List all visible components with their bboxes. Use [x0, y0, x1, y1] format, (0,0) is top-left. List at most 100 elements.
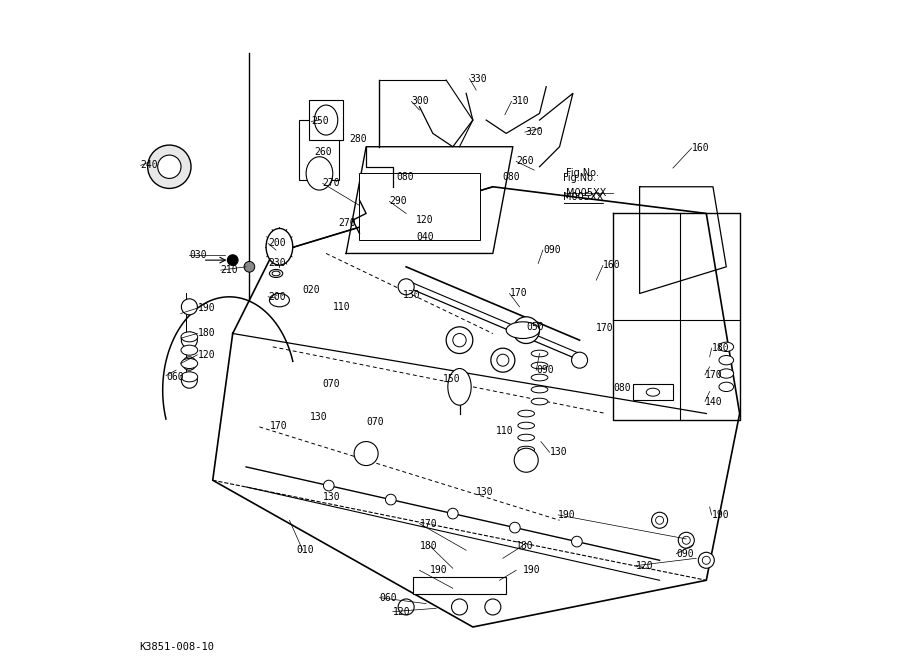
Circle shape — [572, 536, 583, 547]
Text: 250: 250 — [312, 117, 329, 126]
Text: 140: 140 — [705, 397, 722, 406]
Circle shape — [655, 516, 664, 524]
Bar — [633, 384, 673, 400]
Circle shape — [385, 494, 396, 505]
Circle shape — [181, 332, 198, 348]
Text: 170: 170 — [705, 370, 722, 380]
Circle shape — [398, 599, 414, 615]
Ellipse shape — [314, 105, 338, 135]
Text: 110: 110 — [496, 426, 514, 436]
Ellipse shape — [646, 388, 660, 396]
Text: 020: 020 — [302, 285, 321, 295]
Text: 170: 170 — [419, 519, 437, 528]
Ellipse shape — [272, 271, 280, 276]
Text: 080: 080 — [503, 172, 520, 181]
Text: 110: 110 — [333, 302, 350, 311]
Text: 260: 260 — [314, 147, 332, 157]
Circle shape — [491, 348, 515, 372]
Circle shape — [678, 532, 694, 548]
Text: 270: 270 — [323, 179, 340, 188]
Circle shape — [446, 327, 473, 354]
Circle shape — [652, 512, 667, 528]
Text: 280: 280 — [349, 134, 367, 143]
Text: 120: 120 — [392, 607, 411, 616]
Text: 070: 070 — [323, 379, 340, 388]
Circle shape — [181, 372, 198, 388]
Text: 030: 030 — [189, 251, 207, 260]
Ellipse shape — [148, 145, 191, 189]
Circle shape — [513, 317, 539, 344]
Text: 310: 310 — [512, 97, 529, 106]
Ellipse shape — [181, 331, 198, 342]
Text: 170: 170 — [269, 421, 287, 430]
Ellipse shape — [269, 293, 289, 307]
Text: 260: 260 — [516, 157, 534, 166]
Ellipse shape — [306, 157, 333, 190]
Text: 180: 180 — [198, 329, 215, 338]
Text: 240: 240 — [141, 161, 158, 170]
Text: 130: 130 — [550, 448, 567, 457]
Ellipse shape — [448, 369, 471, 405]
Text: M005XX: M005XX — [566, 189, 607, 198]
Text: 090: 090 — [536, 366, 554, 375]
Circle shape — [485, 599, 501, 615]
Bar — [300, 120, 339, 180]
Ellipse shape — [158, 155, 181, 179]
Bar — [413, 577, 506, 594]
Text: 190: 190 — [523, 566, 540, 575]
Text: 160: 160 — [692, 143, 709, 153]
Circle shape — [572, 352, 587, 368]
Text: 190: 190 — [558, 510, 576, 520]
Circle shape — [244, 261, 255, 272]
Ellipse shape — [506, 322, 539, 339]
Text: M005XX: M005XX — [562, 192, 603, 201]
Text: Fig.No.: Fig.No. — [562, 173, 596, 183]
Ellipse shape — [269, 269, 283, 277]
Circle shape — [398, 279, 414, 295]
Text: 270: 270 — [338, 219, 356, 228]
Text: 130: 130 — [403, 290, 420, 299]
Circle shape — [453, 334, 466, 347]
Ellipse shape — [719, 356, 733, 365]
Text: 060: 060 — [166, 372, 184, 382]
Ellipse shape — [518, 434, 535, 441]
Circle shape — [682, 536, 690, 544]
Ellipse shape — [531, 350, 548, 357]
Text: 190: 190 — [429, 566, 448, 575]
Text: 300: 300 — [412, 97, 429, 106]
Circle shape — [323, 480, 335, 491]
Text: 190: 190 — [198, 303, 215, 313]
Ellipse shape — [181, 359, 198, 368]
Circle shape — [702, 556, 710, 564]
Ellipse shape — [518, 446, 535, 453]
Circle shape — [509, 522, 520, 533]
Text: 120: 120 — [198, 350, 215, 360]
Text: 230: 230 — [268, 259, 286, 268]
Ellipse shape — [531, 386, 548, 393]
Text: 060: 060 — [380, 593, 397, 602]
Ellipse shape — [719, 342, 733, 352]
Text: 320: 320 — [525, 127, 542, 137]
Ellipse shape — [267, 228, 293, 265]
Text: 210: 210 — [221, 265, 238, 275]
Ellipse shape — [719, 382, 733, 392]
Ellipse shape — [518, 422, 535, 429]
Ellipse shape — [531, 374, 548, 381]
Text: 120: 120 — [416, 215, 434, 225]
Text: 170: 170 — [596, 323, 614, 333]
Text: 200: 200 — [268, 292, 286, 301]
Text: K3851-008-10: K3851-008-10 — [140, 642, 214, 652]
Circle shape — [698, 552, 714, 568]
Ellipse shape — [181, 346, 198, 355]
Text: 180: 180 — [419, 541, 437, 550]
Text: 290: 290 — [390, 197, 407, 206]
Text: 180: 180 — [711, 344, 730, 353]
Text: 080: 080 — [613, 384, 630, 393]
Text: 130: 130 — [476, 488, 494, 497]
Text: 010: 010 — [296, 546, 313, 555]
Text: 150: 150 — [443, 374, 460, 384]
Text: 180: 180 — [516, 541, 534, 550]
Circle shape — [515, 448, 539, 472]
Circle shape — [497, 354, 509, 366]
Text: 170: 170 — [509, 289, 528, 298]
